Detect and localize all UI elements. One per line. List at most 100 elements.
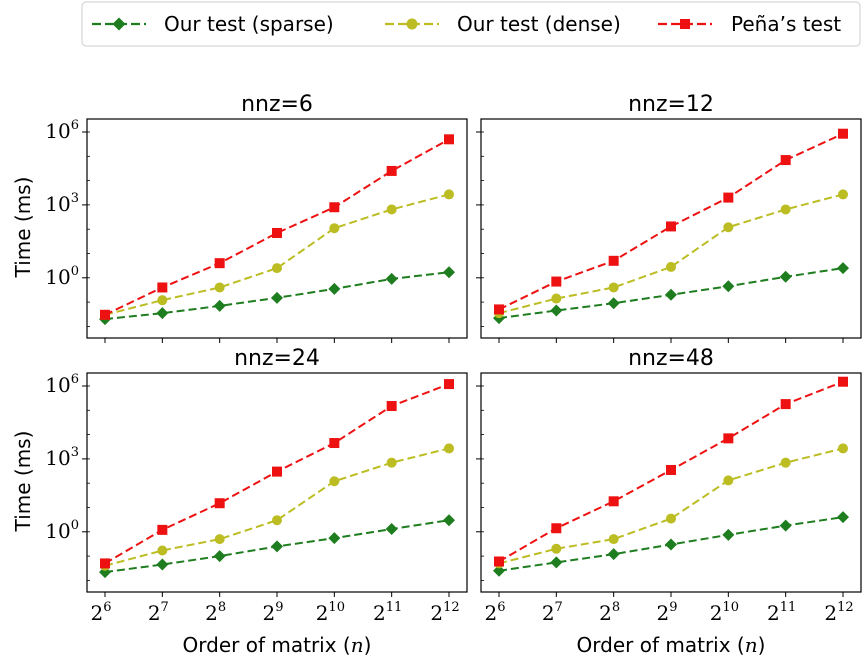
data-point-dense: [551, 293, 562, 304]
data-point-sparse: [550, 304, 563, 317]
panel-2: nnz=12: [476, 92, 862, 343]
data-point-pena: [723, 192, 734, 203]
data-point-sparse: [779, 519, 792, 532]
data-point-pena: [157, 282, 168, 293]
y-axis-label-bottom: Time (ms): [11, 431, 35, 533]
panel-1: nnz=6 100 103 106: [45, 92, 468, 343]
data-point-dense: [444, 443, 454, 454]
data-point-pena: [444, 379, 454, 390]
y-axis-label-top: Time (ms): [11, 177, 35, 279]
legend-frame: [81, 1, 861, 47]
panel-title: nnz=6: [241, 92, 313, 117]
series-dense: [100, 189, 454, 320]
series-line-pena: [104, 138, 450, 316]
legend-label-dense: Our test (dense): [457, 12, 621, 36]
data-point-pena: [100, 309, 110, 320]
data-point-dense: [608, 282, 619, 293]
data-point-sparse: [493, 564, 505, 577]
data-point-pena: [444, 134, 454, 145]
data-point-dense: [780, 457, 791, 468]
data-point-sparse: [837, 511, 849, 524]
x-axis-label-right: Order of matrix (n): [577, 633, 766, 657]
x-tick-label: 212: [430, 600, 459, 625]
data-point-sparse: [443, 514, 455, 527]
panel-frame: [480, 372, 862, 593]
data-point-pena: [386, 401, 397, 412]
legend-entry-pena: Peña’s test: [658, 12, 841, 36]
legend: Our test (sparse) Our test (dense) Peña’…: [81, 1, 861, 47]
data-point-pena: [551, 276, 562, 287]
data-point-dense: [838, 443, 848, 454]
x-tick-label: 210: [316, 600, 345, 625]
series-pena: [494, 128, 848, 315]
data-point-sparse: [213, 299, 226, 312]
legend-marker-dense: [406, 18, 418, 30]
data-point-dense: [444, 189, 454, 200]
data-point-pena: [214, 258, 225, 269]
y-tick-label: 106: [45, 118, 79, 143]
legend-entry-sparse: Our test (sparse): [92, 12, 334, 36]
data-point-dense: [666, 261, 676, 272]
data-point-pena: [329, 202, 340, 213]
data-point-dense: [329, 223, 340, 234]
data-point-sparse: [550, 556, 563, 569]
data-point-sparse: [271, 540, 283, 553]
x-tick-label: 29: [262, 600, 283, 625]
data-point-sparse: [443, 266, 455, 279]
data-point-dense: [780, 204, 791, 215]
x-tick-label: 27: [148, 600, 169, 625]
series-sparse: [99, 266, 455, 326]
data-point-dense: [666, 513, 676, 524]
data-point-sparse: [722, 280, 735, 293]
data-point-dense: [723, 475, 734, 486]
data-point-pena: [723, 433, 734, 444]
y-tick-label: 103: [45, 191, 79, 216]
data-point-pena: [780, 399, 791, 410]
data-point-sparse: [213, 550, 226, 563]
x-tick-label: 210: [710, 600, 739, 625]
legend-marker-sparse: [112, 17, 126, 31]
data-point-sparse: [665, 538, 677, 551]
data-point-pena: [214, 498, 225, 509]
x-tick-label: 211: [767, 600, 796, 625]
data-point-dense: [157, 545, 168, 556]
data-point-pena: [272, 466, 282, 477]
data-point-pena: [272, 227, 282, 238]
data-point-sparse: [779, 270, 792, 283]
legend-label-pena: Peña’s test: [731, 12, 841, 36]
data-point-pena: [780, 155, 791, 166]
data-point-sparse: [665, 288, 677, 301]
data-point-dense: [272, 263, 282, 274]
x-axis-label-left: Order of matrix (n): [183, 633, 372, 657]
panel-frame: [86, 372, 468, 593]
x-tick-label: 28: [205, 600, 226, 625]
data-point-dense: [386, 204, 397, 215]
panel-title: nnz=24: [234, 346, 320, 371]
data-point-dense: [386, 457, 397, 468]
data-point-dense: [838, 189, 848, 200]
y-tick-label: 100: [45, 518, 79, 543]
series-pena: [100, 379, 454, 569]
data-point-pena: [666, 221, 676, 232]
x-tick-label: 212: [824, 600, 853, 625]
legend-entry-dense: Our test (dense): [385, 12, 621, 36]
data-point-pena: [666, 464, 676, 475]
data-point-dense: [329, 476, 340, 487]
panel-3: nnz=24 100 103 106 26 27 28 29 210 211 212: [45, 346, 468, 625]
x-tick-label: 26: [90, 600, 111, 625]
legend-label-sparse: Our test (sparse): [164, 12, 334, 36]
x-tick-label: 211: [373, 600, 402, 625]
data-point-sparse: [156, 558, 169, 571]
data-point-pena: [608, 255, 619, 266]
data-point-dense: [272, 515, 282, 526]
data-point-pena: [494, 304, 504, 315]
data-point-pena: [494, 556, 504, 567]
data-point-sparse: [722, 528, 735, 541]
data-point-dense: [551, 543, 562, 554]
data-point-sparse: [385, 272, 398, 285]
data-point-sparse: [607, 548, 620, 561]
panel-title: nnz=12: [628, 92, 714, 117]
y-tick-label: 103: [45, 445, 79, 470]
data-point-dense: [214, 282, 225, 293]
